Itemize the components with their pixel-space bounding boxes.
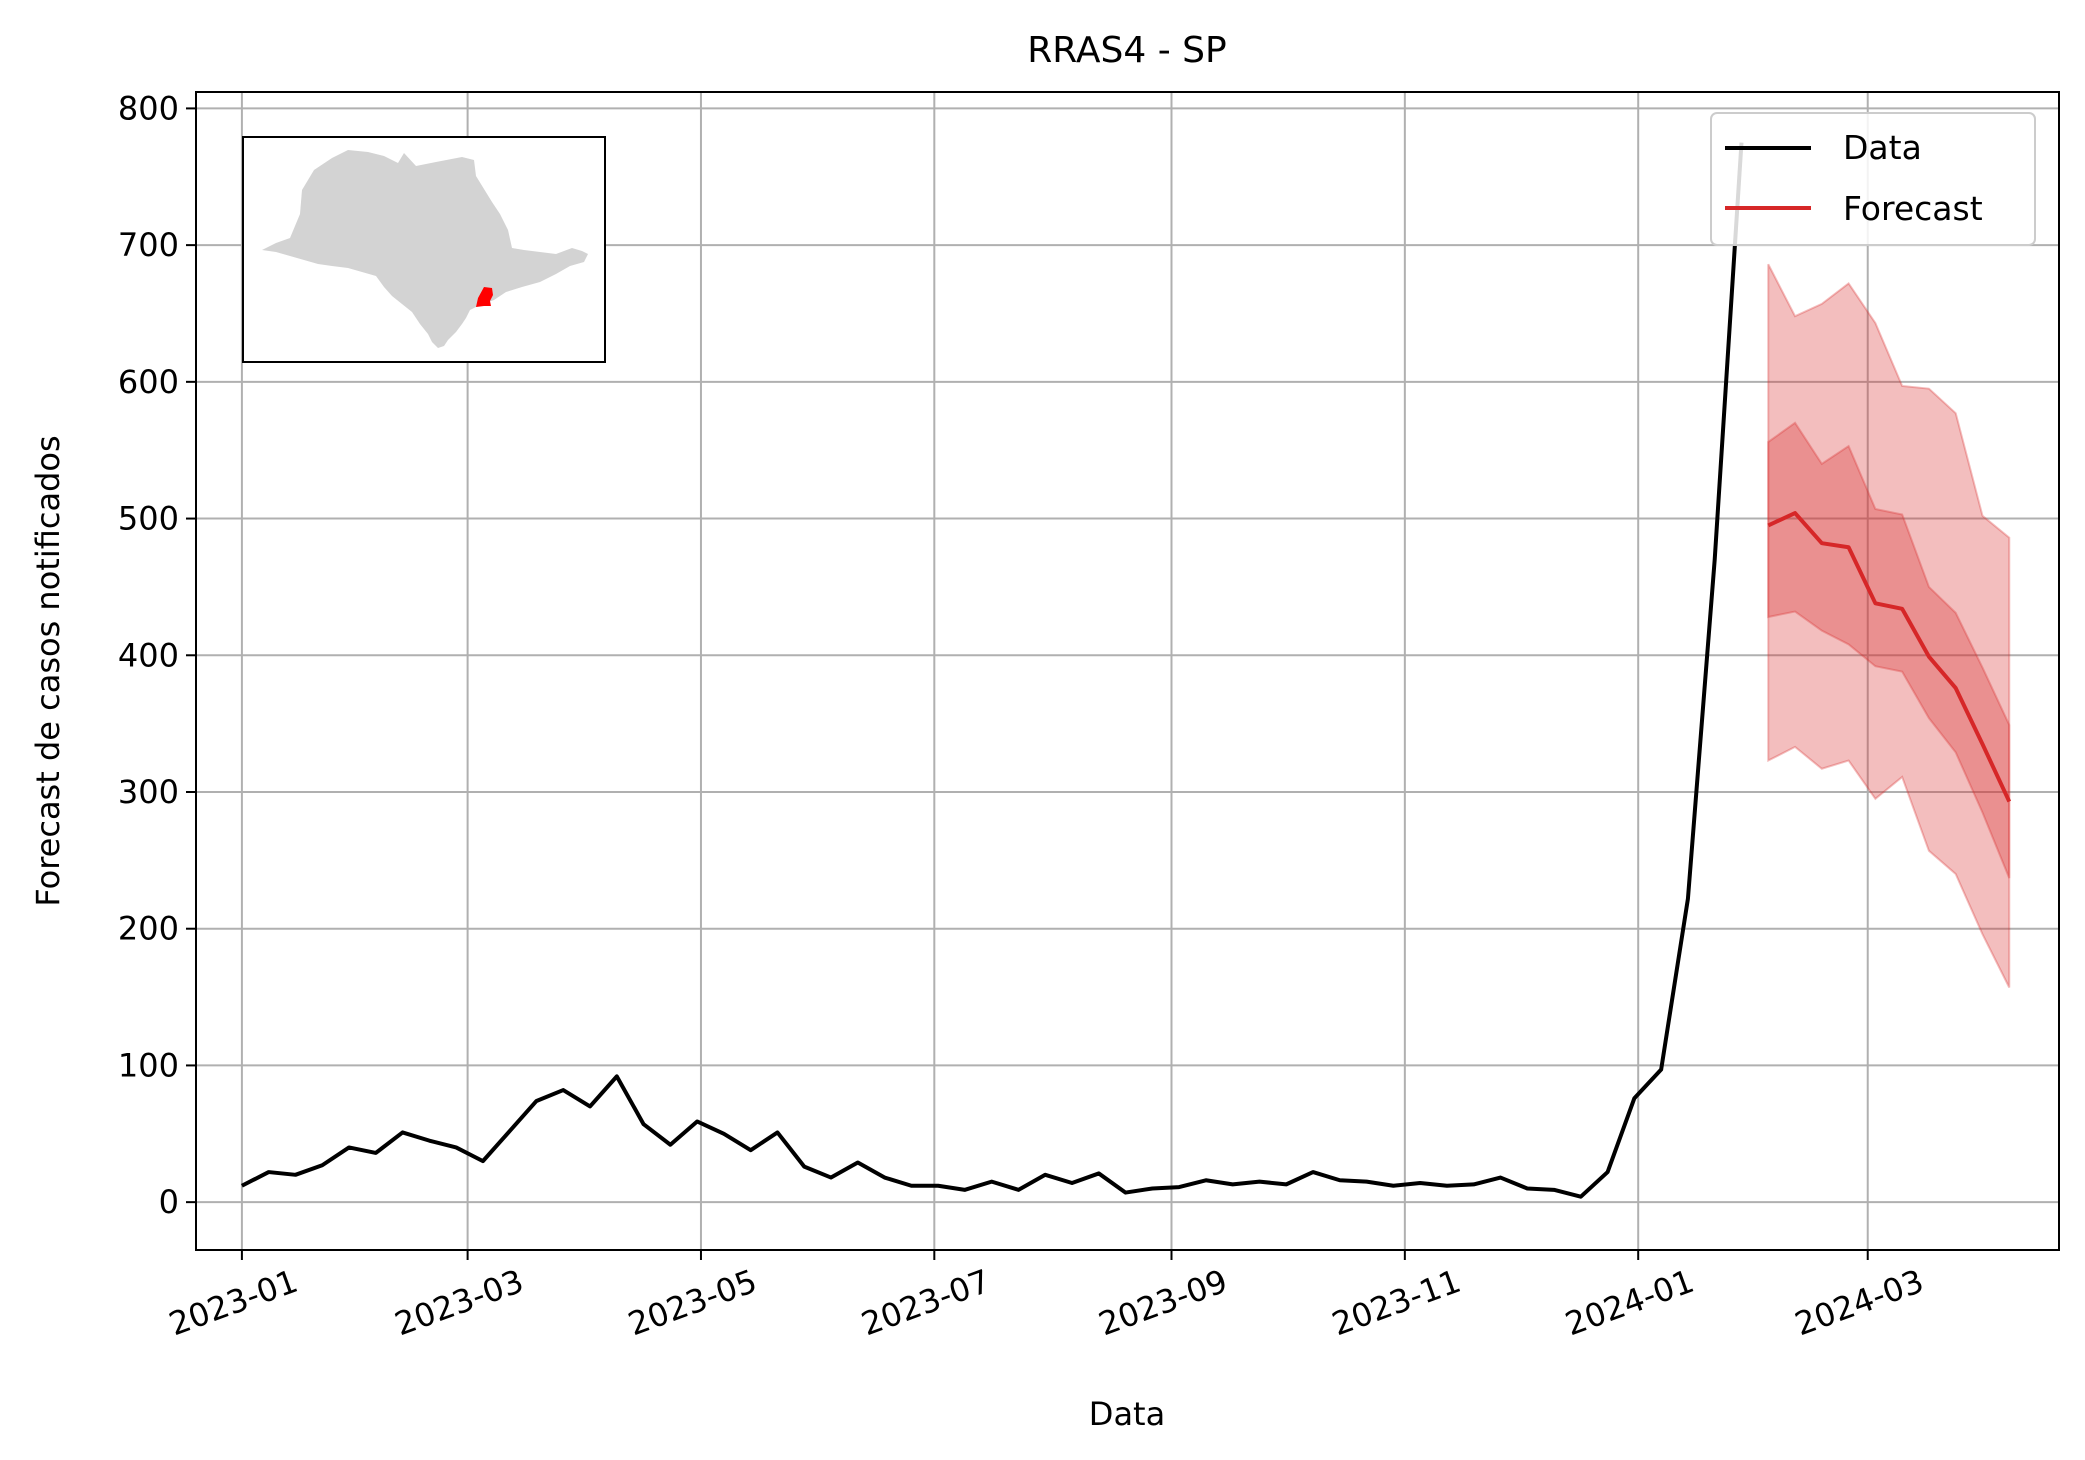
axis-ticks: 2023-01 2023-03 2023-05 2023-07 2023-09 2023-… [118, 89, 1929, 1343]
legend-label-forecast: Forecast [1843, 189, 1983, 228]
inset-map [242, 136, 606, 363]
series-line-forecast [1767, 511, 2012, 803]
plot-frame [195, 91, 2060, 1251]
y-tick-label: 800 [118, 89, 179, 127]
chart-title: RRAS4 - SP [1027, 30, 1226, 71]
sao-paulo-state-shape [262, 150, 588, 348]
y-tick-label: 400 [118, 636, 179, 674]
y-tick-label: 500 [118, 500, 179, 538]
forecast-bands [1767, 263, 2011, 988]
y-tick-label: 200 [118, 910, 179, 948]
y-tick-label: 700 [118, 226, 179, 264]
forecast-outer-band [1767, 263, 2011, 988]
legend-label-data: Data [1843, 128, 1922, 167]
y-tick-label: 0 [159, 1183, 179, 1221]
x-axis-label: Data [1089, 1395, 1165, 1433]
forecast-inner-band [1767, 421, 2011, 879]
series-line-data [240, 142, 1744, 1199]
legend: Data Forecast [1710, 112, 2036, 246]
grid [196, 92, 2059, 1250]
y-tick-label: 100 [118, 1046, 179, 1084]
rras4-region-highlight [476, 287, 493, 307]
y-axis-label: Forecast de casos notificados [29, 435, 67, 906]
series-lines [240, 142, 2012, 1199]
y-tick-label: 300 [118, 773, 179, 811]
y-tick-label: 600 [118, 363, 179, 401]
